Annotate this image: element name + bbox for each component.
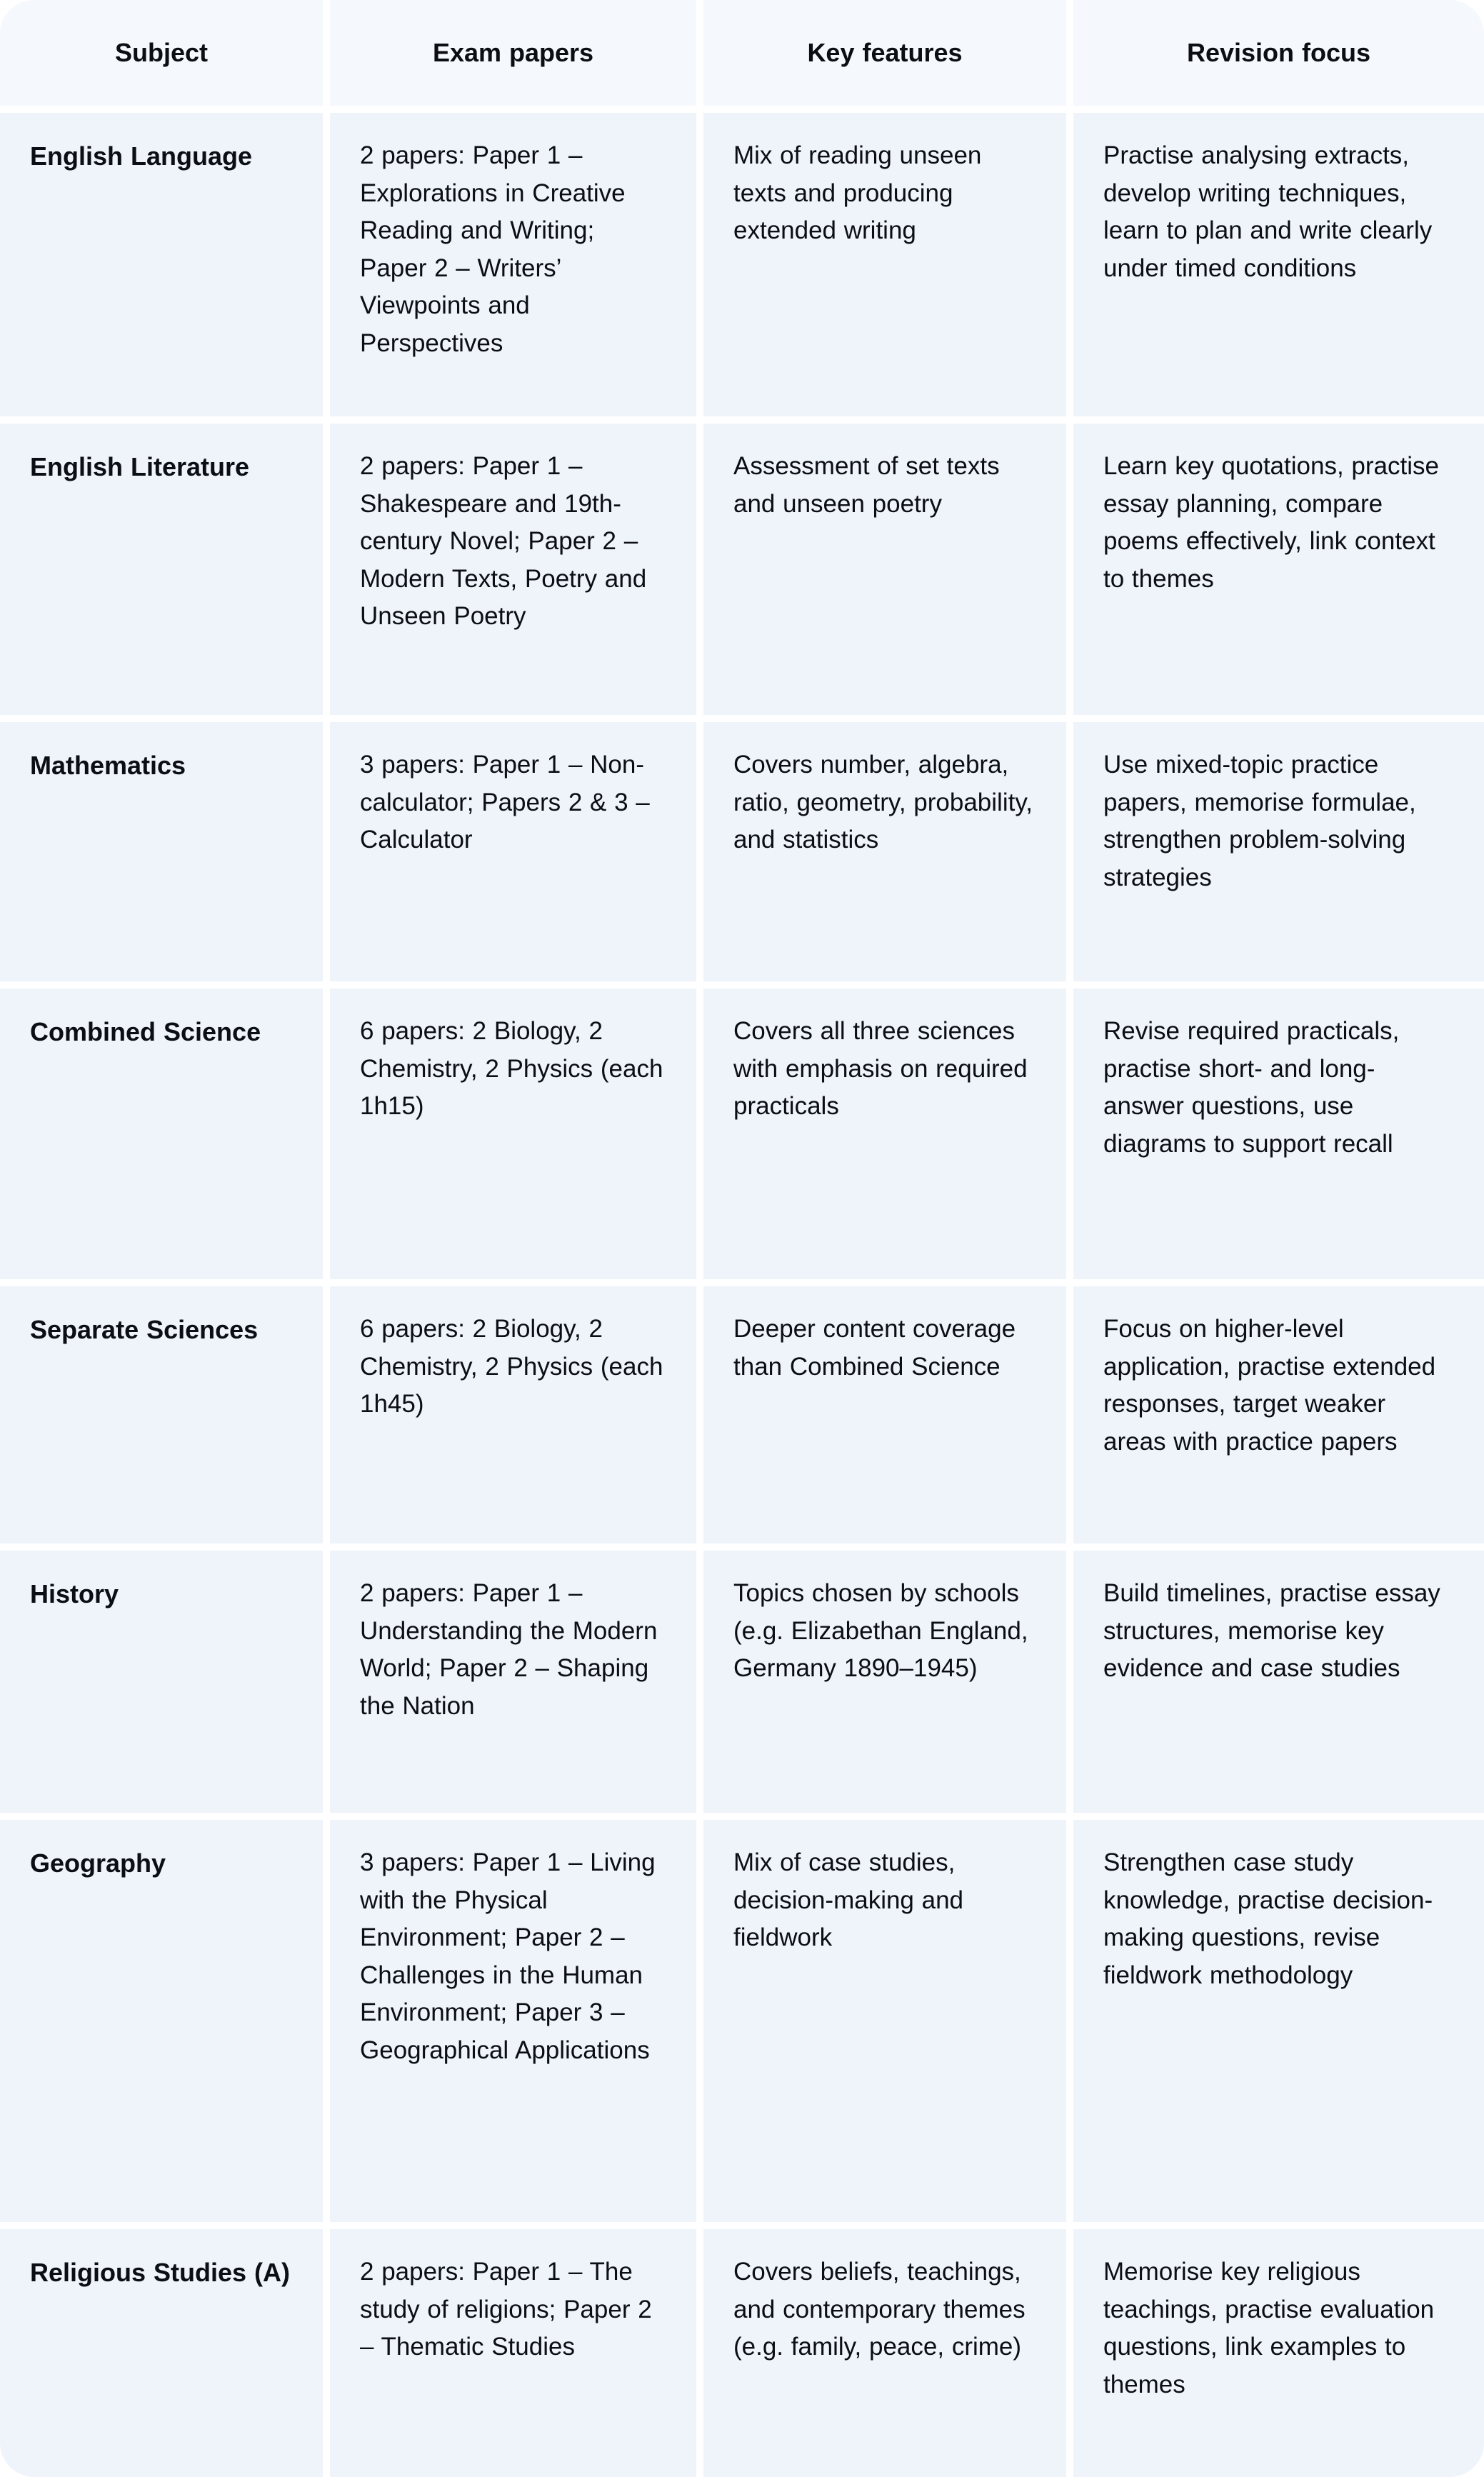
key-features-cell: Covers all three sciences with emphasis … bbox=[703, 989, 1066, 1279]
revision-focus-cell: Strengthen case study knowledge, practis… bbox=[1073, 1820, 1484, 2222]
revision-focus-cell: Learn key quotations, practise essay pla… bbox=[1073, 424, 1484, 715]
key-features-cell: Assessment of set texts and unseen poetr… bbox=[703, 424, 1066, 715]
table-row: Geography 3 papers: Paper 1 – Living wit… bbox=[0, 1820, 1484, 2222]
revision-focus-cell: Revise required practicals, practise sho… bbox=[1073, 989, 1484, 1279]
exam-papers-cell: 3 papers: Paper 1 – Living with the Phys… bbox=[330, 1820, 696, 2222]
key-features-cell: Covers beliefs, teachings, and contempor… bbox=[703, 2229, 1066, 2477]
subject-cell: Geography bbox=[0, 1820, 323, 2222]
table-row: Combined Science 6 papers: 2 Biology, 2 … bbox=[0, 989, 1484, 1279]
key-features-cell: Mix of reading unseen texts and producin… bbox=[703, 113, 1066, 416]
subject-cell: History bbox=[0, 1551, 323, 1813]
column-header-key-features: Key features bbox=[703, 0, 1066, 106]
revision-focus-cell: Memorise key religious teachings, practi… bbox=[1073, 2229, 1484, 2477]
exam-papers-cell: 2 papers: Paper 1 – Understanding the Mo… bbox=[330, 1551, 696, 1813]
revision-focus-cell: Focus on higher-level application, pract… bbox=[1073, 1286, 1484, 1543]
table-row: History 2 papers: Paper 1 – Understandin… bbox=[0, 1551, 1484, 1813]
subject-cell: Separate Sciences bbox=[0, 1286, 323, 1543]
revision-focus-cell: Build timelines, practise essay structur… bbox=[1073, 1551, 1484, 1813]
key-features-cell: Mix of case studies, decision-making and… bbox=[703, 1820, 1066, 2222]
key-features-cell: Topics chosen by schools (e.g. Elizabeth… bbox=[703, 1551, 1066, 1813]
table-row: Religious Studies (A) 2 papers: Paper 1 … bbox=[0, 2229, 1484, 2477]
revision-focus-cell: Use mixed-topic practice papers, memoris… bbox=[1073, 722, 1484, 981]
exam-papers-cell: 3 papers: Paper 1 – Non-calculator; Pape… bbox=[330, 722, 696, 981]
revision-focus-cell: Practise analysing extracts, develop wri… bbox=[1073, 113, 1484, 416]
table-header-row: Subject Exam papers Key features Revisio… bbox=[0, 0, 1484, 106]
subject-cell: Combined Science bbox=[0, 989, 323, 1279]
table-body: English Language 2 papers: Paper 1 – Exp… bbox=[0, 113, 1484, 2477]
exam-papers-cell: 6 papers: 2 Biology, 2 Chemistry, 2 Phys… bbox=[330, 989, 696, 1279]
key-features-cell: Deeper content coverage than Combined Sc… bbox=[703, 1286, 1066, 1543]
subject-cell: English Literature bbox=[0, 424, 323, 715]
table-row: Mathematics 3 papers: Paper 1 – Non-calc… bbox=[0, 722, 1484, 981]
column-header-exam-papers: Exam papers bbox=[330, 0, 696, 106]
exam-papers-cell: 2 papers: Paper 1 – The study of religio… bbox=[330, 2229, 696, 2477]
exam-papers-cell: 2 papers: Paper 1 – Explorations in Crea… bbox=[330, 113, 696, 416]
table-row: English Language 2 papers: Paper 1 – Exp… bbox=[0, 113, 1484, 416]
column-header-subject: Subject bbox=[0, 0, 323, 106]
table-row: English Literature 2 papers: Paper 1 – S… bbox=[0, 424, 1484, 715]
column-header-revision-focus: Revision focus bbox=[1073, 0, 1484, 106]
subject-cell: Mathematics bbox=[0, 722, 323, 981]
table-row: Separate Sciences 6 papers: 2 Biology, 2… bbox=[0, 1286, 1484, 1543]
exam-papers-cell: 6 papers: 2 Biology, 2 Chemistry, 2 Phys… bbox=[330, 1286, 696, 1543]
exam-papers-cell: 2 papers: Paper 1 – Shakespeare and 19th… bbox=[330, 424, 696, 715]
subject-cell: Religious Studies (A) bbox=[0, 2229, 323, 2477]
subject-cell: English Language bbox=[0, 113, 323, 416]
key-features-cell: Covers number, algebra, ratio, geometry,… bbox=[703, 722, 1066, 981]
